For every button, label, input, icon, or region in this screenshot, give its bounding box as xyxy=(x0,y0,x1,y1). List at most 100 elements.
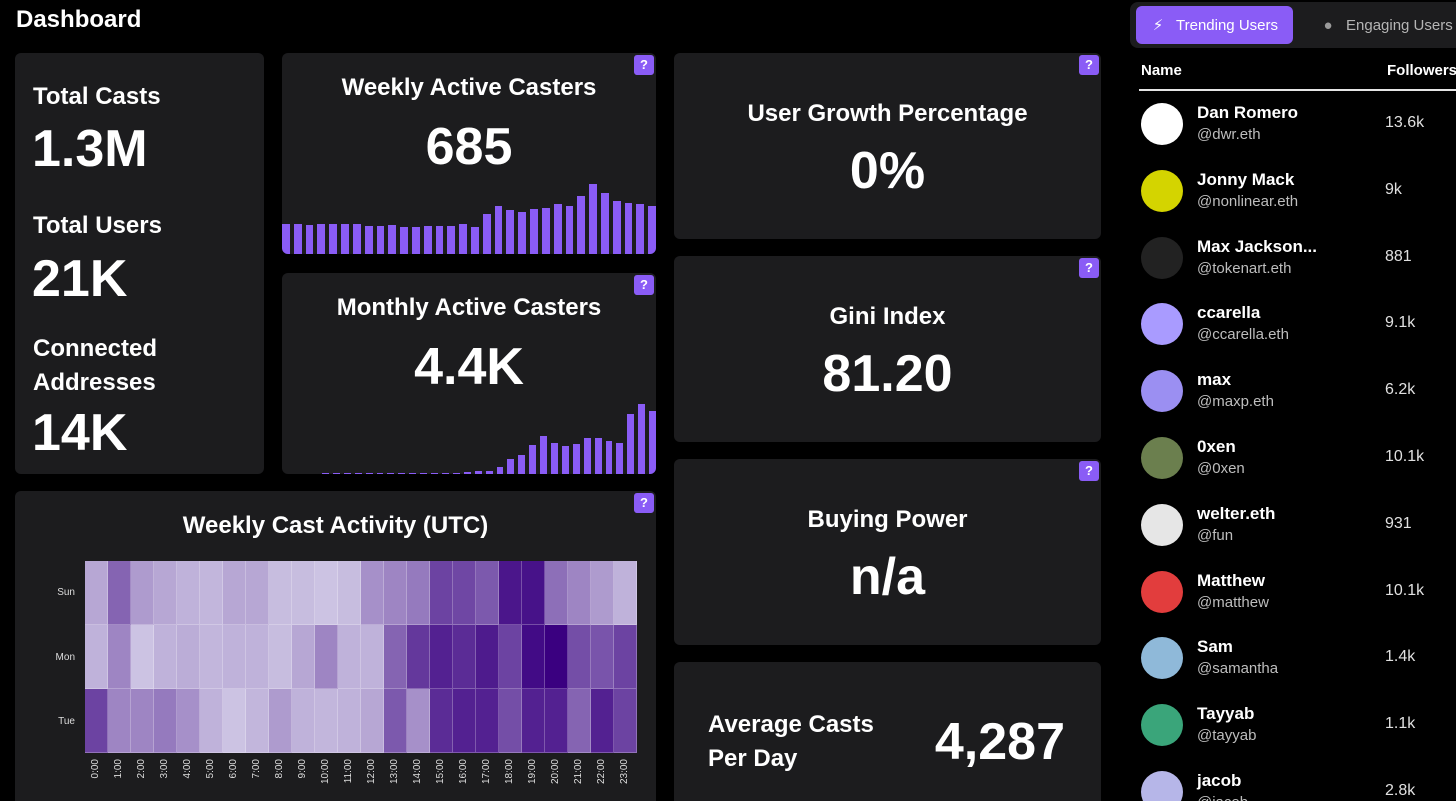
user-row[interactable]: Max Jackson... @tokenart.eth 881 xyxy=(1139,236,1456,303)
tab-trending-users[interactable]: ⚡︎ Trending Users xyxy=(1136,6,1293,44)
help-button[interactable]: ? xyxy=(1079,258,1099,278)
heatmap-hour-label: 21:00 xyxy=(573,759,584,785)
avatar[interactable] xyxy=(1141,236,1183,279)
column-header-followers[interactable]: Followers xyxy=(1387,62,1456,79)
heatmap-cell xyxy=(476,561,499,625)
avatar[interactable] xyxy=(1141,503,1183,546)
avatar[interactable] xyxy=(1141,570,1183,613)
avatar[interactable] xyxy=(1141,437,1183,479)
help-button[interactable]: ? xyxy=(1079,461,1099,481)
sparkline-bar xyxy=(376,226,385,254)
user-row[interactable]: Matthew @matthew 10.1k xyxy=(1139,570,1456,637)
sparkline-bar xyxy=(354,472,362,474)
help-button[interactable]: ? xyxy=(634,55,654,75)
avatar[interactable] xyxy=(1141,169,1183,212)
user-name[interactable]: Sam xyxy=(1197,637,1233,657)
heatmap-cell xyxy=(614,689,637,753)
heatmap-cell xyxy=(108,689,131,753)
heatmap-hour-label: 11:00 xyxy=(343,759,354,784)
user-name[interactable]: ccarella xyxy=(1197,303,1261,323)
user-name[interactable]: Max Jackson... xyxy=(1197,236,1318,256)
heatmap-cell xyxy=(361,625,384,689)
sparkline-bar xyxy=(474,471,482,474)
user-row[interactable]: Dan Romero @dwr.eth 13.6k xyxy=(1139,103,1456,169)
user-name[interactable]: jacob xyxy=(1197,771,1242,790)
sparkline-bar xyxy=(447,226,456,254)
user-name[interactable]: max xyxy=(1197,370,1232,390)
heatmap-hour-label: 10:00 xyxy=(320,759,331,785)
user-growth-value: 0% xyxy=(849,142,926,200)
heatmap-cell xyxy=(292,561,315,625)
user-handle: @matthew xyxy=(1197,593,1269,611)
sparkline-bar xyxy=(441,472,449,474)
heatmap-cell xyxy=(384,561,407,625)
column-header-name: Name xyxy=(1141,62,1182,79)
user-name[interactable]: welter.eth xyxy=(1197,503,1276,523)
user-row[interactable]: max @maxp.eth 6.2k xyxy=(1139,370,1456,436)
sparkline-bar xyxy=(648,206,656,254)
heatmap-hour-label: 7:00 xyxy=(251,759,262,779)
user-name[interactable]: Matthew xyxy=(1197,570,1265,590)
gini-index-card: ? Gini Index 81.20 xyxy=(674,256,1101,442)
heatmap-cell xyxy=(108,625,131,689)
help-button[interactable]: ? xyxy=(634,275,654,295)
user-followers: 9k xyxy=(1385,180,1402,198)
heatmap-cell xyxy=(246,689,269,753)
summary-card: Total Casts 1.3M Total Users 21K Connect… xyxy=(15,53,264,474)
user-name[interactable]: 0xen xyxy=(1197,437,1236,456)
user-name[interactable]: Tayyab xyxy=(1197,704,1255,724)
user-row[interactable]: Sam @samantha 1.4k xyxy=(1139,637,1456,703)
sparkline-bar xyxy=(398,472,406,474)
user-name[interactable]: Dan Romero xyxy=(1197,103,1299,122)
heatmap-cell xyxy=(338,561,361,625)
connected-addresses-value: 14K xyxy=(32,404,128,462)
sparkline-bar xyxy=(636,204,645,254)
heatmap-cell xyxy=(315,625,338,689)
avatar[interactable] xyxy=(1141,303,1183,346)
user-followers: 10.1k xyxy=(1385,581,1425,599)
user-name[interactable]: Jonny Mack xyxy=(1197,169,1295,189)
sparkline-bar xyxy=(529,444,537,474)
heatmap-cell xyxy=(614,625,637,689)
avatar[interactable] xyxy=(1141,637,1183,680)
heatmap-cell xyxy=(154,625,177,689)
monthly-active-sparkline xyxy=(282,404,656,474)
heatmap-cell xyxy=(522,689,545,753)
user-row[interactable]: ccarella @ccarella.eth 9.1k xyxy=(1139,303,1456,369)
sparkline-bar xyxy=(341,224,349,254)
help-button[interactable]: ? xyxy=(1079,55,1099,75)
lightbulb-icon: ● xyxy=(1323,16,1333,34)
user-row[interactable]: 0xen @0xen 10.1k xyxy=(1139,437,1456,503)
tab-trending-label: Trending Users xyxy=(1176,16,1278,34)
total-users-label: Total Users xyxy=(33,212,162,239)
user-followers: 1.1k xyxy=(1385,715,1416,733)
user-row[interactable]: Tayyab @tayyab 1.1k xyxy=(1139,704,1456,770)
heatmap-cell xyxy=(108,561,131,625)
sparkline-bar xyxy=(496,467,504,474)
sparkline-bar xyxy=(589,184,597,254)
heatmap-cell xyxy=(499,561,522,625)
user-row[interactable]: jacob @jacob 2.8k xyxy=(1139,771,1456,801)
heatmap-hour-label: 16:00 xyxy=(458,759,469,785)
sparkline-bar xyxy=(293,224,302,254)
tab-engaging-users[interactable]: ● Engaging Users xyxy=(1306,6,1456,44)
help-button[interactable]: ? xyxy=(634,493,654,513)
user-row[interactable]: welter.eth @fun 931 xyxy=(1139,503,1456,570)
total-casts-label: Total Casts xyxy=(33,83,161,110)
avatar[interactable] xyxy=(1141,103,1183,145)
sparkline-bar xyxy=(600,193,609,254)
heatmap-cell xyxy=(292,625,315,689)
heatmap-cell xyxy=(476,625,499,689)
avatar[interactable] xyxy=(1141,771,1183,801)
heatmap-hour-label: 22:00 xyxy=(596,759,607,785)
user-row[interactable]: Jonny Mack @nonlinear.eth 9k xyxy=(1139,169,1456,236)
avatar[interactable] xyxy=(1141,704,1183,747)
heatmap-hour-label: 6:00 xyxy=(228,759,239,779)
monthly-active-value: 4.4K xyxy=(414,338,524,396)
heatmap-hour-label: 2:00 xyxy=(136,759,147,779)
user-followers: 13.6k xyxy=(1385,114,1425,131)
avatar[interactable] xyxy=(1141,370,1183,413)
heatmap-cell xyxy=(223,561,246,625)
heatmap-hour-label: 9:00 xyxy=(297,759,308,779)
sparkline-bar xyxy=(540,436,548,474)
